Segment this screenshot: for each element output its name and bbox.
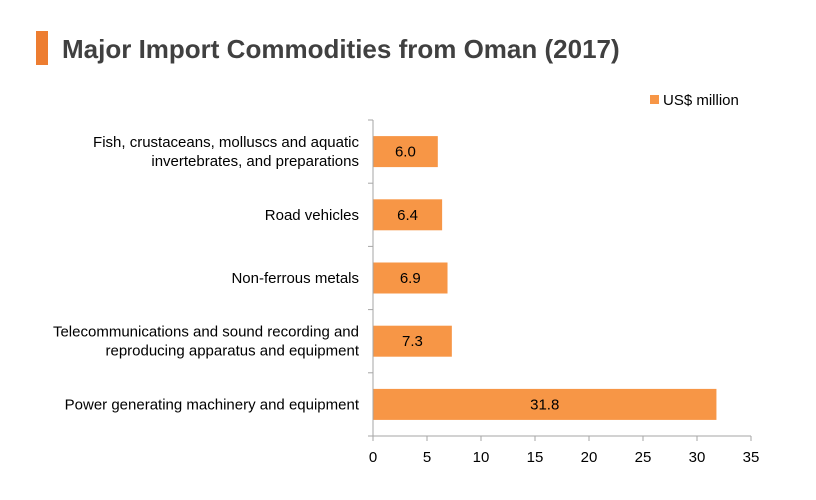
data-label: 6.4 bbox=[397, 207, 418, 224]
category-label: reproducing apparatus and equipment bbox=[105, 343, 359, 360]
bar bbox=[373, 136, 438, 168]
bar bbox=[373, 199, 443, 231]
x-tick-label: 0 bbox=[369, 449, 377, 466]
legend-swatch bbox=[650, 95, 659, 104]
x-tick-label: 35 bbox=[743, 449, 760, 466]
data-label: 7.3 bbox=[402, 333, 423, 350]
category-label: Telecommunications and sound recording a… bbox=[53, 324, 359, 341]
x-tick-label: 30 bbox=[689, 449, 706, 466]
data-label: 6.9 bbox=[400, 270, 421, 287]
category-label: Fish, crustaceans, molluscs and aquatic bbox=[93, 134, 359, 151]
category-label: Power generating machinery and equipment bbox=[65, 396, 360, 413]
legend-label: US$ million bbox=[663, 92, 739, 109]
x-tick-label: 20 bbox=[581, 449, 598, 466]
category-label: invertebrates, and preparations bbox=[151, 153, 359, 170]
category-label: Non-ferrous metals bbox=[231, 270, 359, 287]
x-tick-label: 5 bbox=[423, 449, 431, 466]
x-tick-label: 25 bbox=[635, 449, 652, 466]
bar bbox=[373, 325, 452, 357]
data-label: 31.8 bbox=[530, 396, 559, 413]
title-accent-bar bbox=[36, 31, 48, 65]
data-label: 6.0 bbox=[395, 144, 416, 161]
chart-title: Major Import Commodities from Oman (2017… bbox=[62, 34, 620, 64]
x-tick-label: 15 bbox=[527, 449, 544, 466]
category-label: Road vehicles bbox=[265, 207, 359, 224]
x-tick-label: 10 bbox=[473, 449, 490, 466]
bar bbox=[373, 262, 448, 294]
bar bbox=[373, 388, 717, 420]
